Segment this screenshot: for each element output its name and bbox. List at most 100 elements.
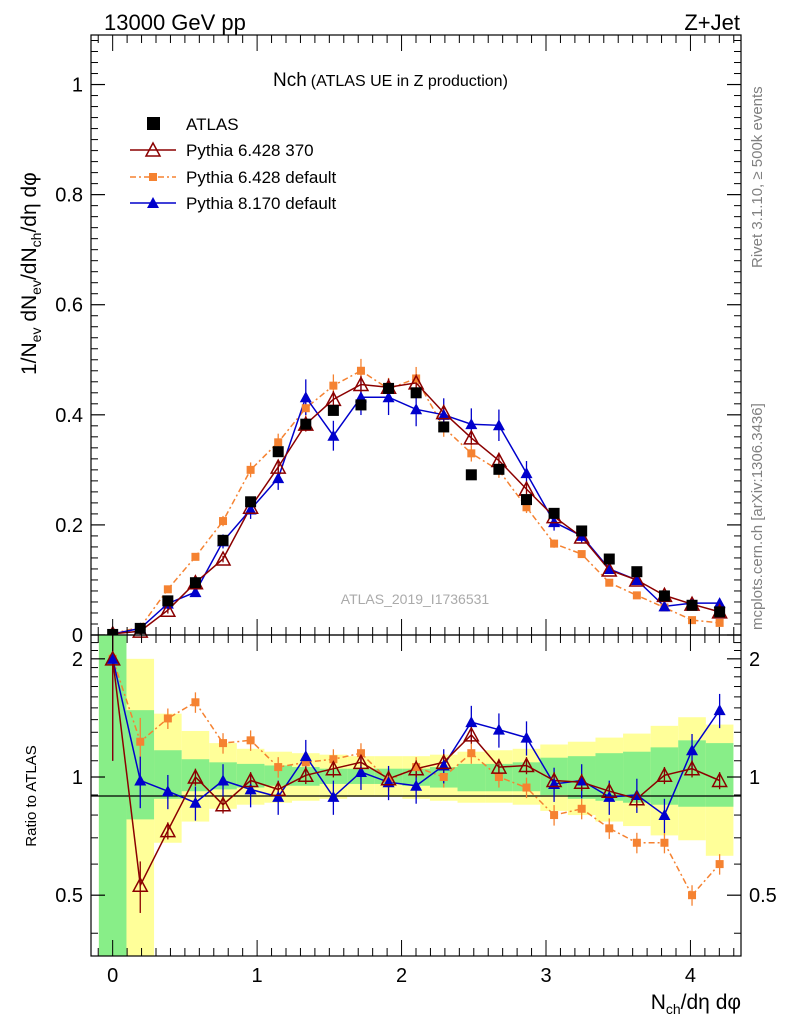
ratio-plot-marks: [104, 635, 728, 913]
ratio-xtick-label: 1: [252, 965, 263, 987]
ratio-py8-default-marker: [575, 774, 588, 786]
atlas-data-point: [327, 404, 339, 416]
plot-title: Nch (ATLAS UE in Z production): [273, 70, 508, 91]
plot-title-sub: (ATLAS UE in Z production): [311, 73, 508, 90]
ratio-ytick-label-right: 2: [749, 649, 760, 671]
ratio-py6-370-marker: [407, 760, 425, 776]
ratio-xtick-label: 3: [540, 965, 551, 987]
legend-marker-atlas: [147, 117, 160, 130]
ratio-py6-default-marker: [412, 763, 421, 772]
ratio-py8-default-marker: [161, 785, 174, 797]
py6-default-marker: [522, 503, 531, 512]
atlas-data-point: [245, 496, 257, 508]
py8-default-marker: [630, 573, 643, 585]
ratio-py6-default-marker: [191, 698, 200, 707]
atlas-data-point: [548, 507, 560, 519]
ratio-py8-default-marker: [520, 731, 533, 743]
main-ytick-label: 1: [72, 75, 83, 97]
atlas-data-point: [300, 418, 312, 430]
atlas-data-point: [686, 599, 698, 611]
ratio-py8-default-marker: [658, 809, 671, 821]
ratio-py6-default-marker: [522, 783, 531, 792]
ratio-py6-default-marker: [301, 758, 310, 767]
py6-370-marker: [628, 571, 646, 587]
ratio-py6-370-marker: [435, 753, 452, 770]
xlabel-sub-a: ch: [666, 1001, 681, 1017]
py8-default-marker: [189, 586, 202, 598]
legend-label-py6-370: Pythia 6.428 370: [186, 141, 314, 160]
ratio-py6-default-marker: [715, 860, 724, 869]
ratio-py6-default-marker: [494, 773, 503, 782]
ratio-py6-370-marker: [656, 766, 673, 783]
ratio-py6-370-marker: [159, 822, 177, 838]
ratio-py6-370-marker: [325, 760, 342, 776]
py8-default-marker: [327, 429, 340, 441]
main-ytick-label: 0.2: [55, 515, 83, 537]
ratio-xtick-label: 0: [107, 965, 118, 987]
py6-default-marker: [329, 381, 338, 390]
py6-370-marker: [573, 528, 590, 544]
ratio-py8-default-marker: [272, 790, 285, 802]
py8-default-marker: [299, 391, 312, 403]
main-ytick-label: 0.4: [55, 405, 83, 427]
atlas-data-point: [438, 421, 450, 433]
ratio-py6-370-marker: [463, 726, 480, 742]
ratio-py6-default-marker: [356, 749, 365, 758]
atlas-data-point: [631, 566, 643, 578]
ratio-ylabel: Ratio to ATLAS: [23, 745, 40, 846]
py6-default-marker: [163, 585, 172, 594]
xlabel-part-a: N: [651, 991, 666, 1014]
ratio-py6-default-marker: [577, 804, 586, 813]
atlas-data-point: [493, 463, 505, 475]
ratio-ytick-label-left: 2: [72, 649, 83, 671]
ratio-py6-370-marker: [380, 770, 397, 786]
py6-default-line: [112, 369, 720, 635]
atlas-data-point: [714, 606, 726, 618]
atlas-data-point: [658, 590, 670, 602]
atlas-data-point: [272, 446, 284, 458]
atlas-data-point: [410, 387, 422, 399]
ratio-py8-default-marker: [244, 783, 257, 795]
ratio-py6-default-marker: [660, 838, 669, 847]
legend-marker-py8-default: [147, 197, 159, 208]
ratio-ytick-label-right: 1: [749, 767, 760, 789]
ratio-py6-default-marker: [605, 824, 614, 833]
ratio-py6-default-marker: [550, 811, 559, 820]
ratio-py8-default-marker: [327, 790, 340, 802]
ratio-py6-default-marker: [329, 755, 338, 764]
atlas-data-point: [134, 622, 146, 634]
ratio-panel: 0.5 0.5 1 1 2 2 0 1 2 3 4 Ratio to ATLAS Nch/dη dφ: [23, 634, 777, 1017]
py8-default-marker: [465, 418, 478, 430]
ratio-band-green: [457, 763, 486, 792]
atlas-data-point: [162, 595, 174, 607]
ratio-ytick-label-right: 0.5: [749, 885, 777, 907]
rivet-label: Rivet 3.1.10, ≥ 500k events: [749, 86, 766, 268]
py8-default-marker: [658, 600, 671, 612]
py8-default-marker: [492, 419, 505, 431]
ratio-py8-default-marker: [492, 723, 505, 735]
ratio-py6-370-marker: [628, 790, 646, 806]
ratio-py6-370-marker: [297, 766, 315, 783]
ratio-xlabel: Nch/dη dφ: [651, 991, 741, 1017]
ratio-py8-default-marker: [189, 796, 202, 808]
py8-default-marker: [382, 391, 395, 403]
ratio-xtick-label: 2: [396, 965, 407, 987]
xlabel-part-b: /dη dφ: [681, 991, 741, 1014]
ratio-py6-370-marker: [269, 780, 287, 797]
py8-default-marker: [603, 562, 616, 574]
legend-label-py6-default: Pythia 6.428 default: [186, 168, 337, 187]
py6-default-marker: [605, 578, 614, 587]
py6-370-marker: [601, 561, 618, 577]
py6-default-marker: [412, 374, 421, 383]
ratio-py8-default-marker: [134, 774, 147, 786]
ratio-py6-370-marker: [352, 753, 370, 770]
ratio-py6-370-marker: [711, 771, 728, 788]
main-ytick-label: 0: [72, 625, 83, 647]
ylabel-part-b: dN: [18, 295, 41, 328]
legend-label-atlas: ATLAS: [186, 115, 239, 134]
ratio-py6-370-marker: [490, 758, 508, 774]
main-ytick-label: 0.8: [55, 185, 83, 207]
py6-370-marker: [269, 458, 287, 474]
mcplots-label: mcplots.cern.ch [arXiv:1306.3436]: [749, 403, 766, 630]
